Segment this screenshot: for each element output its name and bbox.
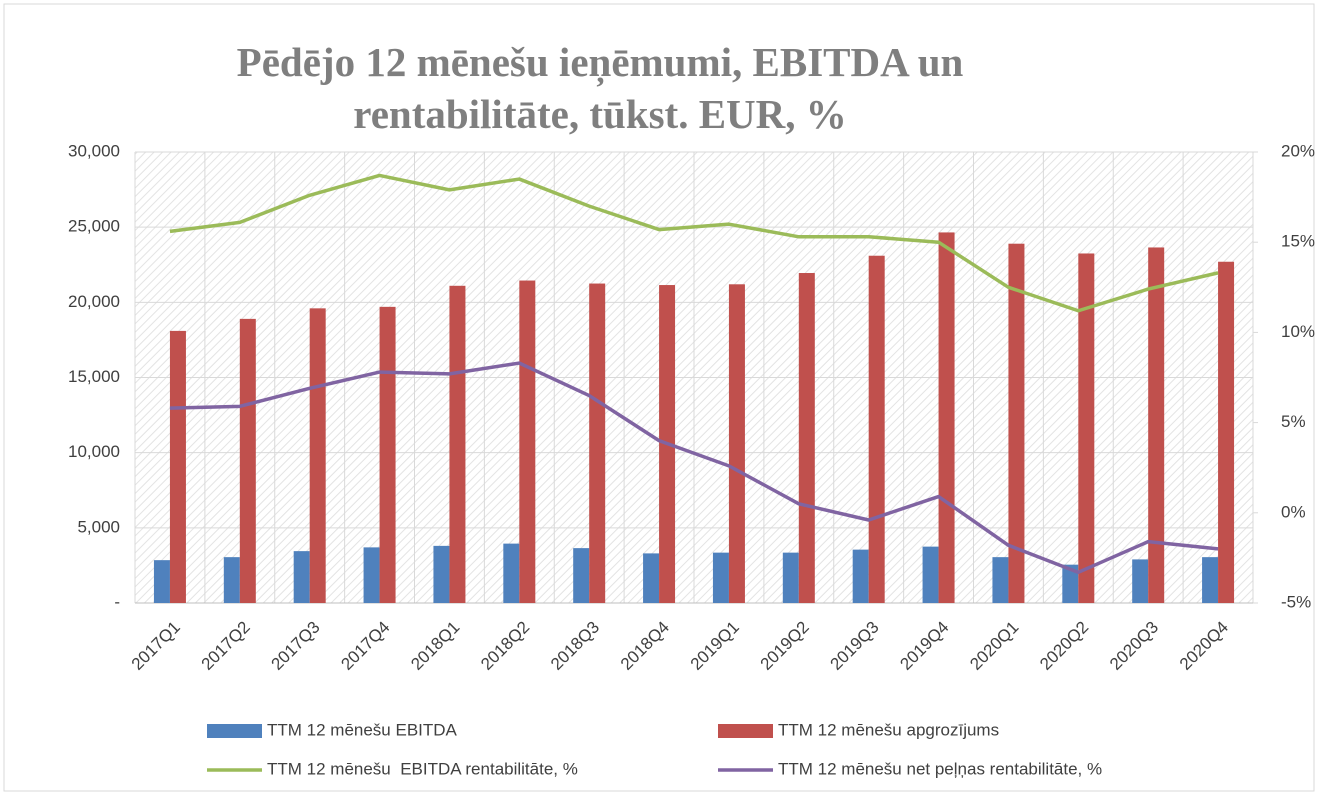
bar: [153, 560, 170, 603]
line-series: [169, 173, 1219, 313]
bar: [1078, 253, 1095, 603]
legend-label: TTM 12 mēnešu apgrozījums: [778, 720, 999, 739]
y-tick-label: 15,000: [68, 367, 120, 386]
y2-tick-label: 20%: [1281, 141, 1315, 160]
bar: [643, 553, 660, 603]
y2-tick-label: 15%: [1281, 232, 1315, 251]
bar: [223, 557, 240, 603]
legend-label: TTM 12 mēnešu net peļņas rentabilitāte, …: [778, 759, 1102, 778]
y2-tick-label: 5%: [1281, 412, 1306, 431]
y-tick-label: 30,000: [68, 141, 120, 160]
bar: [503, 543, 520, 603]
bar: [1148, 247, 1165, 603]
legend-label: TTM 12 mēnešu EBITDA rentabilitāte, %: [267, 759, 578, 778]
line-series: [169, 361, 1219, 575]
bar: [798, 273, 815, 603]
bar: [169, 330, 186, 603]
chart-title: Pēdējo 12 mēnešu ieņēmumi, EBITDA un ren…: [236, 39, 964, 137]
bar: [449, 285, 466, 603]
bar: [363, 547, 380, 603]
bar: [938, 232, 955, 603]
bar: [782, 552, 799, 603]
bar: [992, 557, 1009, 603]
bar: [589, 283, 606, 603]
y-tick-label: 20,000: [68, 292, 120, 311]
y-tick-label: -: [114, 592, 120, 611]
bar: [309, 308, 326, 603]
y-tick-label: 25,000: [68, 217, 120, 236]
bar: [573, 548, 590, 603]
y2-tick-label: -5%: [1281, 592, 1311, 611]
y2-tick-label: 10%: [1281, 322, 1315, 341]
bar: [293, 551, 310, 603]
legend-swatch: [207, 724, 262, 738]
legend-label: TTM 12 mēnešu EBITDA: [267, 720, 458, 739]
bar: [379, 306, 396, 603]
bar: [519, 280, 536, 603]
y-tick-label: 5,000: [77, 517, 120, 536]
bar: [1218, 261, 1235, 603]
legend-swatch: [718, 724, 773, 738]
bar: [433, 545, 450, 603]
bar: [1132, 559, 1149, 603]
bar: [1008, 243, 1025, 603]
bar: [728, 284, 745, 603]
y-tick-label: 10,000: [68, 442, 120, 461]
bar: [712, 552, 729, 603]
y2-tick-label: 0%: [1281, 502, 1306, 521]
bar: [1202, 557, 1219, 603]
bar: [852, 549, 869, 603]
bar: [1062, 564, 1079, 603]
bar: [868, 255, 885, 604]
bar: [922, 546, 939, 603]
bar: [239, 318, 256, 603]
